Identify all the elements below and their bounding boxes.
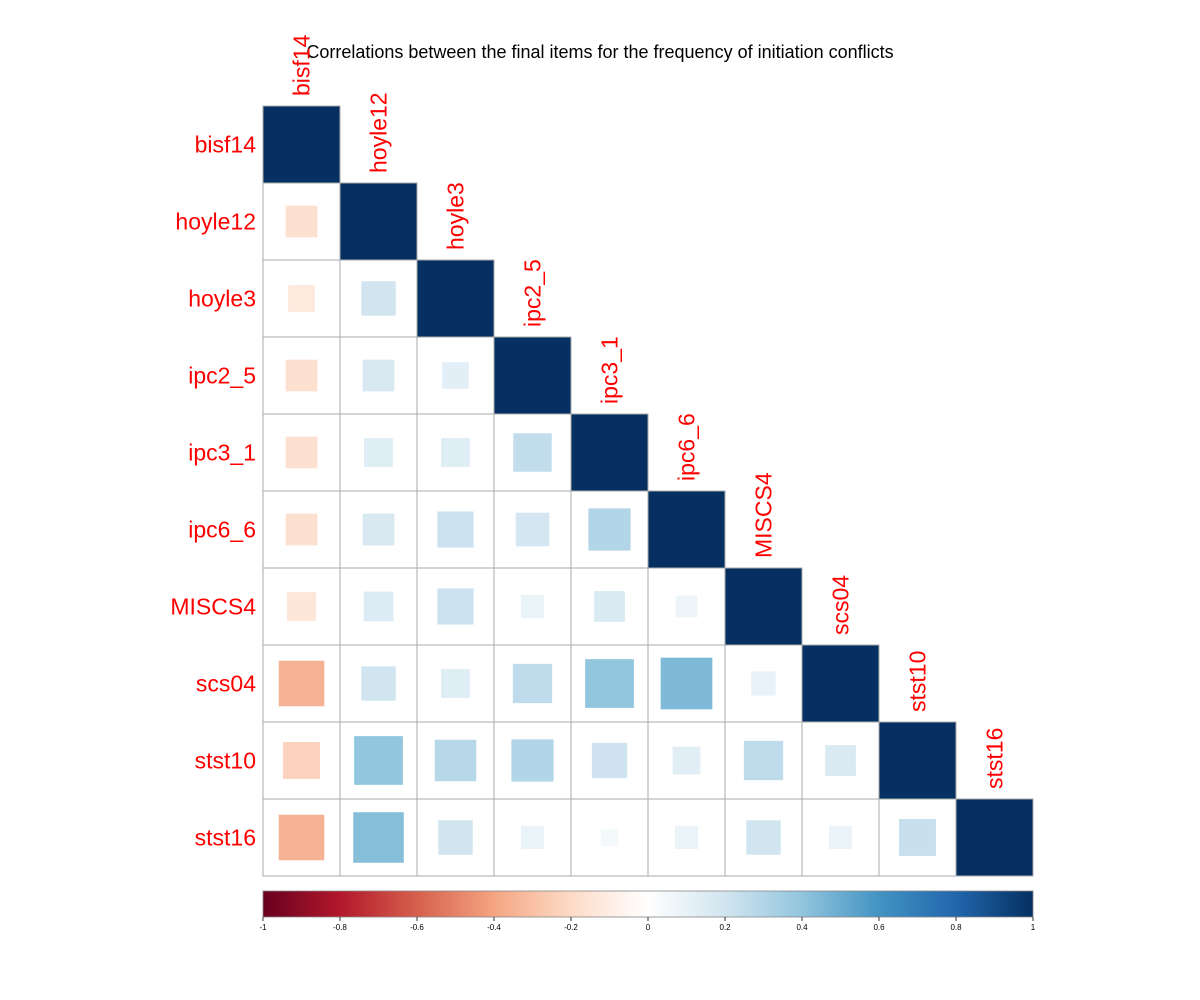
cell-stst16-MISCS4: [746, 820, 781, 855]
chart-title: Correlations between the final items for…: [306, 42, 893, 62]
cell-stst16-ipc6_6: [674, 825, 699, 850]
cell-ipc6_6-hoyle3: [437, 511, 474, 548]
cell-MISCS4-ipc2_5: [520, 594, 545, 619]
cell-stst16-ipc3_1: [600, 828, 619, 847]
row-label-MISCS4: MISCS4: [170, 594, 256, 620]
cell-scs04-ipc6_6: [660, 657, 713, 710]
cell-scs04-hoyle3: [441, 669, 470, 698]
matrix-grid: [262, 105, 1034, 877]
column-label-stst16: stst16: [982, 728, 1008, 789]
colorbar-tick-label: 0: [646, 923, 651, 932]
cell-stst16-ipc2_5: [520, 825, 545, 850]
cell-ipc2_5-hoyle12: [362, 359, 395, 392]
cell-stst10-scs04: [825, 745, 856, 776]
cell-ipc2_5-bisf14: [285, 359, 318, 392]
cell-MISCS4-bisf14: [287, 592, 316, 621]
cell-scs04-bisf14: [278, 660, 325, 707]
colorbar-tick-label: -0.6: [410, 923, 424, 932]
column-label-scs04: scs04: [828, 575, 854, 635]
colorbar-tick-label: -0.2: [564, 923, 578, 932]
cell-stst16-hoyle3: [438, 820, 473, 855]
column-label-ipc6_6: ipc6_6: [674, 413, 700, 481]
cell-stst10-hoyle12: [354, 736, 403, 785]
colorbar-tick-label: 0.2: [719, 923, 731, 932]
column-label-hoyle3: hoyle3: [443, 182, 469, 250]
cell-stst16-stst10: [899, 819, 936, 856]
cell-ipc2_5-ipc2_5: [494, 337, 571, 414]
row-labels: bisf14 hoyle12 hoyle3 ipc2_5 ipc3_1 ipc6_6 MIS…: [170, 132, 256, 851]
colorbar-gradient: [262, 890, 1034, 918]
row-label-scs04: scs04: [196, 671, 256, 697]
cell-scs04-ipc3_1: [585, 659, 634, 708]
cell-bisf14-bisf14: [263, 106, 340, 183]
cell-ipc2_5-hoyle3: [442, 362, 469, 389]
cell-hoyle3-hoyle12: [361, 281, 396, 316]
grid-cell: [955, 798, 1034, 877]
cell-ipc6_6-ipc2_5: [515, 512, 550, 547]
cell-stst16-scs04: [828, 825, 853, 850]
colorbar-tick-label: -1: [259, 923, 267, 932]
colorbar-tick-label: -0.4: [487, 923, 501, 932]
column-label-hoyle12: hoyle12: [366, 92, 392, 173]
colorbar-tick-label: -0.8: [333, 923, 347, 932]
column-labels: bisf14 hoyle12 hoyle3 ipc2_5 ipc3_1 ipc6_6 MIS…: [289, 34, 1008, 789]
cell-scs04-hoyle12: [361, 666, 396, 701]
matrix-cells: [263, 106, 1033, 876]
colorbar-tick-label: 1: [1031, 923, 1036, 932]
colorbar: -1 -0.8 -0.6 -0.4 -0.2 0 0.2 0.4 0.6 0.8 1: [259, 890, 1036, 932]
column-label-bisf14: bisf14: [289, 34, 315, 96]
row-label-stst16: stst16: [195, 825, 256, 851]
cell-ipc6_6-ipc3_1: [588, 508, 631, 551]
cell-ipc6_6-ipc6_6: [648, 491, 725, 568]
cell-stst16-stst16: [956, 799, 1033, 876]
cell-scs04-scs04: [802, 645, 879, 722]
row-label-ipc2_5: ipc2_5: [188, 363, 256, 389]
cell-ipc3_1-ipc2_5: [513, 433, 552, 472]
row-label-bisf14: bisf14: [195, 132, 257, 158]
row-label-ipc6_6: ipc6_6: [188, 517, 256, 543]
cell-scs04-ipc2_5: [512, 663, 553, 704]
cell-stst16-bisf14: [278, 814, 325, 861]
row-label-ipc3_1: ipc3_1: [188, 440, 256, 466]
cell-stst10-MISCS4: [743, 740, 784, 781]
cell-stst10-hoyle3: [434, 739, 477, 782]
colorbar-tick-label: 0.6: [873, 923, 885, 932]
cell-ipc3_1-ipc3_1: [571, 414, 648, 491]
cell-scs04-MISCS4: [751, 671, 776, 696]
cell-hoyle12-hoyle12: [340, 183, 417, 260]
column-label-ipc3_1: ipc3_1: [597, 336, 623, 404]
cell-stst10-ipc3_1: [591, 742, 628, 779]
column-label-ipc2_5: ipc2_5: [520, 259, 546, 327]
cell-ipc6_6-hoyle12: [362, 513, 395, 546]
cell-stst10-bisf14: [283, 742, 320, 779]
cell-ipc6_6-bisf14: [285, 513, 318, 546]
column-label-MISCS4: MISCS4: [751, 472, 777, 558]
cell-hoyle3-bisf14: [288, 285, 315, 312]
cell-stst10-ipc6_6: [672, 746, 701, 775]
cell-MISCS4-hoyle12: [363, 591, 394, 622]
cell-stst16-hoyle12: [353, 812, 404, 863]
cell-ipc3_1-hoyle12: [364, 438, 393, 467]
cell-MISCS4-ipc6_6: [675, 595, 698, 618]
cell-stst10-ipc2_5: [511, 739, 554, 782]
cell-MISCS4-ipc3_1: [594, 591, 625, 622]
colorbar-tick-label: 0.8: [950, 923, 962, 932]
cell-ipc3_1-bisf14: [285, 436, 318, 469]
row-label-hoyle12: hoyle12: [175, 209, 256, 235]
cell-hoyle3-hoyle3: [417, 260, 494, 337]
row-label-stst10: stst10: [195, 748, 256, 774]
cell-hoyle12-bisf14: [285, 205, 318, 238]
cell-MISCS4-hoyle3: [437, 588, 474, 625]
row-label-hoyle3: hoyle3: [188, 286, 256, 312]
cell-stst10-stst10: [879, 722, 956, 799]
colorbar-tick-label: 0.4: [796, 923, 808, 932]
column-label-stst10: stst10: [905, 651, 931, 712]
cell-MISCS4-MISCS4: [725, 568, 802, 645]
cell-ipc3_1-hoyle3: [441, 438, 470, 467]
